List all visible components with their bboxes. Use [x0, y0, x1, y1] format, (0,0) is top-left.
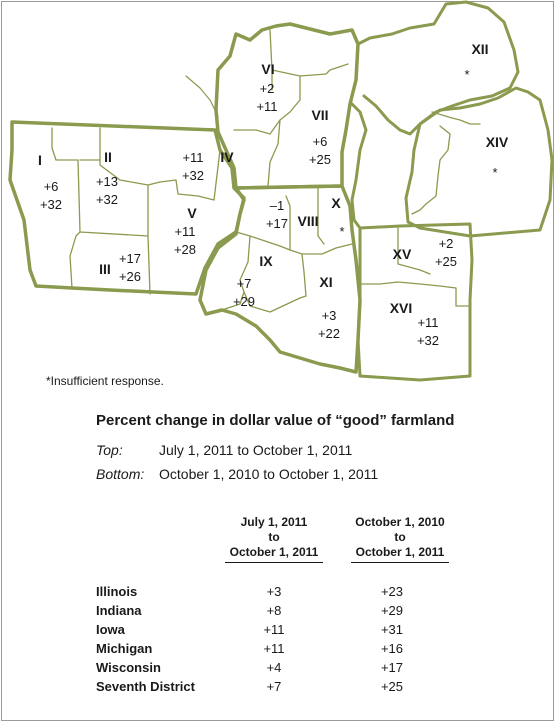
michigan-upper-peninsula: [356, 0, 520, 136]
region-label-xvi: XVI: [390, 300, 413, 316]
region-label-xiv: XIV: [486, 134, 509, 150]
table-row: Illinois +3 +23: [96, 584, 436, 603]
table-row: Seventh District +7 +25: [96, 679, 436, 698]
region-top-value-xi: +3: [322, 308, 337, 323]
region-top-value-ii: +13: [96, 174, 118, 189]
table-row: Wisconsin +4 +17: [96, 660, 436, 679]
table-row: Michigan +11 +16: [96, 641, 436, 660]
region-top-value-viii: –1: [270, 198, 284, 213]
legend-bottom-value: October 1, 2010 to October 1, 2011: [159, 466, 379, 482]
column-header-1-line1: July 1, 2011: [240, 515, 308, 529]
indiana-district-lines: [361, 225, 469, 307]
quarter-change: +8: [266, 603, 282, 618]
annual-change: +25: [380, 679, 404, 694]
annual-change: +29: [380, 603, 404, 618]
region-label-ii: II: [104, 149, 112, 165]
state-name: Illinois: [96, 584, 138, 599]
legend-top: Top: July 1, 2011 to October 1, 2011: [96, 442, 352, 458]
region-bottom-value-xi: +22: [318, 326, 340, 341]
region-bottom-value-viii: +17: [266, 216, 288, 231]
region-top-value-xvi: +11: [417, 315, 438, 330]
quarter-change: +7: [266, 679, 282, 694]
state-name: Indiana: [96, 603, 142, 618]
region-bottom-value-ii: +32: [96, 192, 118, 207]
seventh-district-map: I+6+32II+13+32III+17+26IV+11+32V+11+28VI…: [8, 0, 554, 382]
legend-top-value: July 1, 2011 to October 1, 2011: [159, 442, 353, 458]
region-top-value-vi: +2: [260, 81, 275, 96]
quarter-change: +3: [266, 584, 282, 599]
michigan-district-lines: [411, 111, 481, 215]
lake-michigan-shore: [350, 102, 368, 230]
region-top-value-v: +11: [174, 224, 195, 239]
column-header-1-line3: October 1, 2011: [229, 545, 319, 559]
region-bottom-value-vii: +25: [309, 152, 331, 167]
annual-change: +16: [380, 641, 404, 656]
illinois-district-lines: [221, 187, 353, 313]
annual-change: +17: [380, 660, 404, 675]
iowa-district-lines: [51, 127, 221, 295]
river-line: [185, 75, 219, 117]
region-top-value-xii: *: [464, 67, 469, 82]
region-top-value-ix: +7: [237, 276, 252, 291]
table-row: Iowa +11 +31: [96, 622, 436, 641]
legend-bottom-key: Bottom:: [96, 466, 145, 482]
state-name: Iowa: [96, 622, 125, 637]
region-label-x: X: [331, 195, 341, 211]
region-top-value-iii: +17: [119, 251, 141, 266]
region-label-xv: XV: [393, 246, 412, 262]
wisconsin-district-lines: [233, 29, 349, 187]
region-label-xi: XI: [319, 274, 332, 290]
column-header-2: October 1, 2010 to October 1, 2011: [340, 515, 460, 563]
footnote: *Insufficient response.: [46, 374, 164, 388]
region-bottom-value-v: +28: [174, 242, 196, 257]
region-label-iii: III: [99, 261, 111, 277]
region-bottom-value-xvi: +32: [417, 333, 439, 348]
region-top-value-vii: +6: [313, 134, 328, 149]
region-label-iv: IV: [220, 149, 234, 165]
illinois-border: [198, 184, 362, 374]
quarter-change: +4: [266, 660, 282, 675]
table-row: Indiana +8 +29: [96, 603, 436, 622]
indiana-border: [356, 222, 474, 382]
state-name: Seventh District: [96, 679, 195, 694]
region-label-ix: IX: [259, 253, 273, 269]
state-name: Wisconsin: [96, 660, 161, 675]
region-bottom-value-xv: +25: [435, 254, 457, 269]
column-header-1: July 1, 2011 to October 1, 2011: [214, 515, 334, 563]
region-label-v: V: [187, 205, 197, 221]
legend-bottom: Bottom: October 1, 2010 to October 1, 201…: [96, 466, 378, 482]
region-bottom-value-vi: +11: [256, 99, 277, 114]
region-top-value-xiv: *: [492, 165, 497, 180]
region-top-value-xv: +2: [439, 236, 454, 251]
column-header-1-rule: [225, 560, 323, 563]
region-bottom-value-i: +32: [40, 197, 62, 212]
region-bottom-value-ix: +29: [233, 294, 255, 309]
quarter-change: +11: [263, 622, 285, 637]
column-header-2-rule: [351, 560, 449, 563]
iowa-border: [8, 120, 246, 296]
legend-top-key: Top:: [96, 442, 123, 458]
column-header-2-line2: to: [394, 530, 406, 544]
wisconsin-border: [214, 22, 360, 190]
region-label-vii: VII: [311, 107, 328, 123]
region-bottom-value-iv: +32: [182, 168, 204, 183]
region-top-value-i: +6: [44, 179, 59, 194]
state-name: Michigan: [96, 641, 153, 656]
region-top-value-x: *: [339, 224, 344, 239]
region-label-viii: VIII: [297, 213, 318, 229]
region-label-xii: XII: [471, 41, 488, 57]
region-label-vi: VI: [261, 61, 274, 77]
annual-change: +31: [380, 622, 404, 637]
chart-title: Percent change in dollar value of “good”…: [96, 412, 455, 429]
column-header-1-line2: to: [268, 530, 280, 544]
column-header-2-line1: October 1, 2010: [355, 515, 445, 529]
michigan-lower-peninsula: [404, 86, 554, 238]
annual-change: +23: [380, 584, 404, 599]
region-label-i: I: [38, 152, 42, 168]
region-top-value-iv: +11: [182, 150, 203, 165]
region-bottom-value-iii: +26: [119, 269, 141, 284]
quarter-change: +11: [263, 641, 285, 656]
column-header-2-line3: October 1, 2011: [355, 545, 445, 559]
